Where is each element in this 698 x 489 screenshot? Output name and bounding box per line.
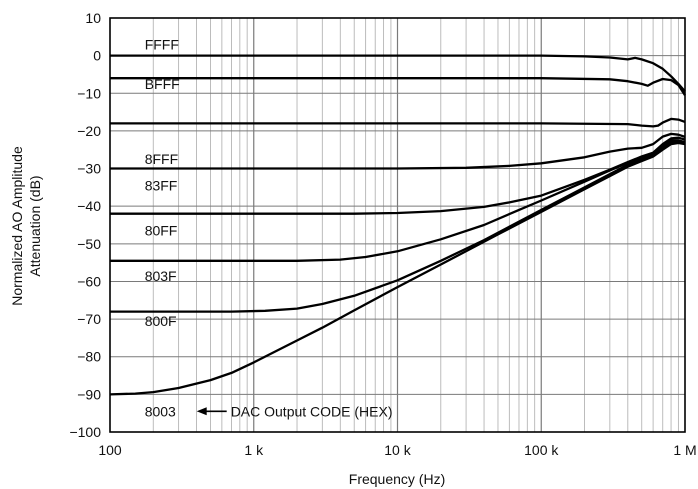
series-line-80ff (110, 136, 686, 215)
annotation: DAC Output CODE (HEX) (196, 403, 393, 419)
y-tick-label: 0 (93, 48, 101, 64)
curve-labels: FFFF BFFF 8FFF 83FF 80FF 803F 800F 8003 (145, 36, 180, 419)
y-tick-label: 10 (85, 10, 101, 26)
series-label-83ff: 83FF (145, 177, 178, 193)
y-tick-label: −70 (77, 311, 101, 327)
y-axis-title-line2: Attenuation (dB) (27, 175, 43, 276)
x-axis-title: Frequency (Hz) (349, 471, 445, 487)
y-tick-label: −40 (77, 198, 101, 214)
series-line-ffff (110, 54, 686, 93)
curves (109, 54, 686, 396)
series-line-8003 (109, 141, 686, 396)
x-tick-label: 100 (98, 442, 122, 458)
annotation-text: DAC Output CODE (HEX) (231, 403, 393, 419)
x-tick-label: 100 k (524, 442, 559, 458)
y-tick-label: −10 (77, 85, 101, 101)
y-tick-label: −20 (77, 123, 101, 139)
series-label-803f: 803F (145, 268, 177, 284)
x-tick-label: 1 M (673, 442, 696, 458)
x-tick-label: 10 k (384, 442, 411, 458)
series-line-803f (110, 139, 686, 262)
y-tick-label: −90 (77, 386, 101, 402)
series-line-bfff (110, 77, 686, 96)
series-line-8fff (110, 117, 686, 128)
annotation-arrow-head (196, 407, 207, 416)
series-line-83ff (110, 132, 686, 170)
series-label-8003: 8003 (145, 403, 176, 419)
grid (110, 18, 685, 432)
series-label-800f: 800F (145, 313, 177, 329)
y-tick-label: −80 (77, 349, 101, 365)
plot-frame (109, 17, 686, 433)
series-label-8fff: 8FFF (145, 151, 178, 167)
series-label-80ff: 80FF (145, 223, 178, 239)
y-tick-label: −50 (77, 236, 101, 252)
x-tick-label: 1 k (244, 442, 264, 458)
y-tick-label: −100 (69, 424, 101, 440)
series-label-bfff: BFFF (145, 76, 180, 92)
y-axis-title-line1: Normalized AO Amplitude (9, 146, 25, 306)
y-tick-label: −30 (77, 161, 101, 177)
series-label-ffff: FFFF (145, 36, 179, 52)
y-tick-label: −60 (77, 273, 101, 289)
series-line-800f (110, 140, 686, 313)
